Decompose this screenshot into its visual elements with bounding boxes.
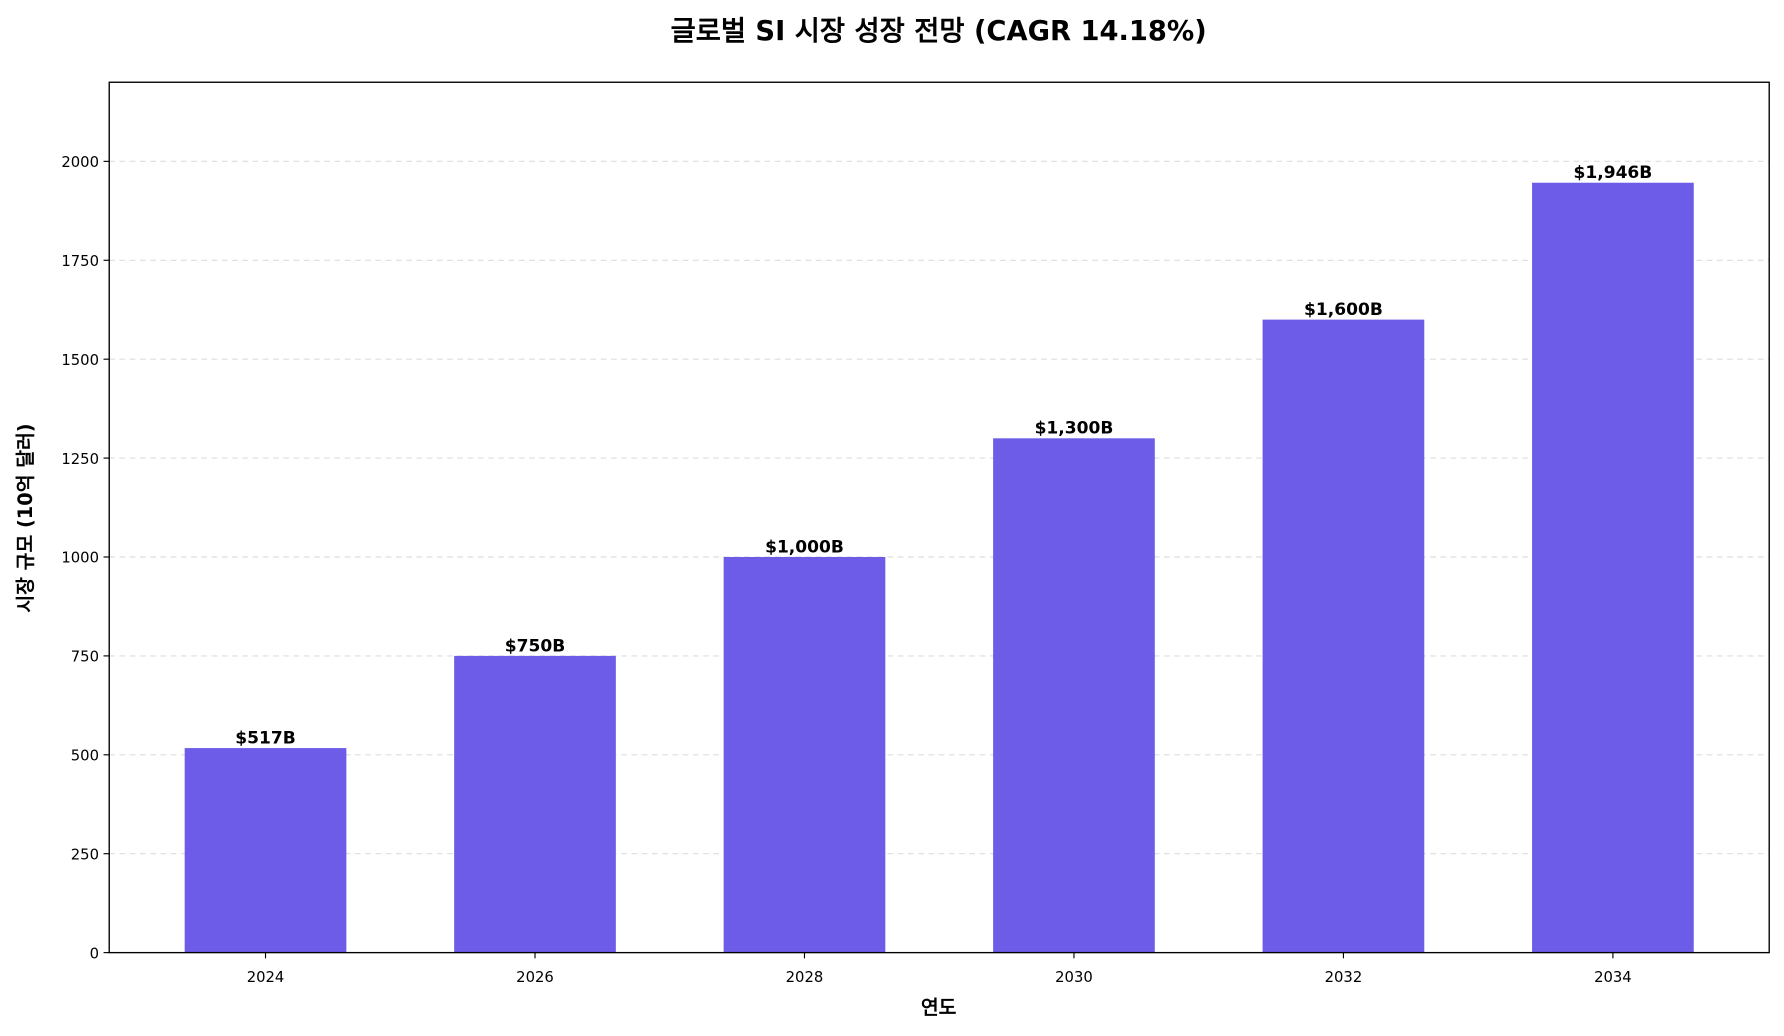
- bar-2024: [184, 748, 347, 953]
- y-tick-label: 750: [71, 649, 99, 666]
- data-label: $1,000B: [765, 537, 844, 557]
- y-tick-label: 2000: [61, 154, 99, 171]
- y-axis-label: 시장 규모 (10억 달러): [14, 423, 37, 612]
- x-tick-label: 2024: [247, 969, 285, 986]
- data-label: $1,600B: [1304, 300, 1383, 320]
- data-label: $750B: [505, 636, 565, 656]
- y-tick-label: 1250: [61, 451, 99, 468]
- x-tick-label: 2034: [1594, 969, 1632, 986]
- x-tick-label: 2032: [1325, 969, 1363, 986]
- y-axis-ticks: 0 250 500 750 1000 1250 1500 1750 2000: [61, 154, 110, 962]
- x-tick-label: 2028: [786, 969, 824, 986]
- y-tick-label: 1000: [61, 550, 99, 567]
- data-label: $1,300B: [1035, 419, 1114, 439]
- plot-frame: [108, 81, 1770, 954]
- y-tick-label: 1750: [61, 253, 99, 270]
- data-label: $517B: [235, 729, 295, 749]
- data-label: $1,946B: [1574, 163, 1653, 183]
- x-tick-label: 2026: [516, 969, 554, 986]
- bar-2034: [1532, 182, 1694, 953]
- bars: [184, 182, 1694, 953]
- chart-title: 글로벌 SI 시장 성장 전망 (CAGR 14.18%): [671, 16, 1207, 47]
- y-tick-label: 250: [71, 846, 99, 863]
- x-axis-label: 연도: [921, 996, 957, 1019]
- bar-2028: [723, 556, 886, 953]
- bar-2032: [1262, 319, 1425, 953]
- y-tick-label: 0: [90, 945, 99, 962]
- gridlines: [109, 160, 1770, 855]
- data-labels: $517B $750B $1,000B $1,300B $1,600B $1,946B: [235, 163, 1652, 748]
- y-tick-label: 1500: [61, 352, 99, 369]
- x-tick-label: 2030: [1055, 969, 1093, 986]
- bar-2030: [993, 438, 1155, 953]
- bar-2026: [454, 655, 616, 953]
- x-axis-ticks: 2024 2026 2028 2030 2032 2034: [247, 952, 1632, 986]
- y-tick-label: 500: [71, 747, 99, 764]
